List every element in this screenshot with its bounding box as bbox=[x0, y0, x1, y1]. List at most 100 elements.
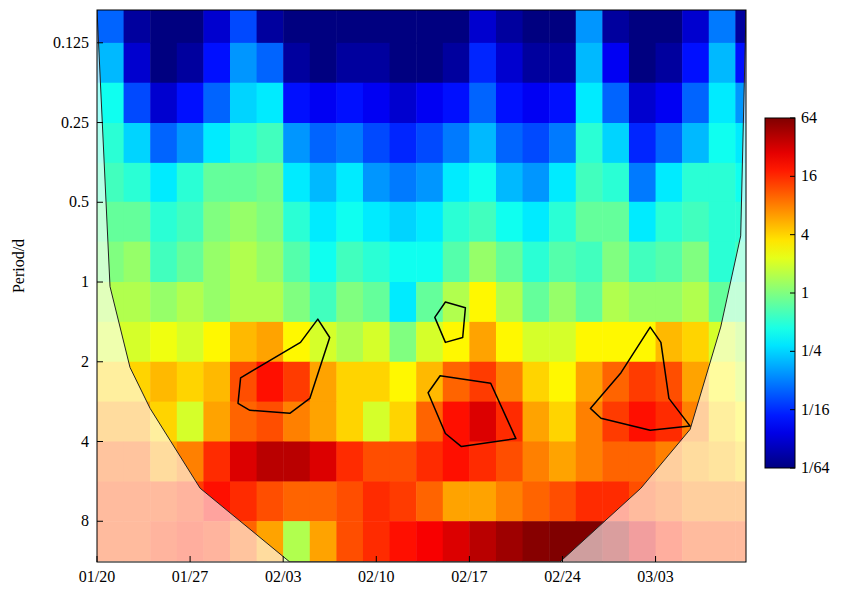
cell bbox=[310, 441, 337, 481]
cell bbox=[336, 441, 363, 481]
cell bbox=[177, 202, 204, 242]
cell bbox=[416, 402, 443, 442]
cell bbox=[257, 10, 284, 43]
cell bbox=[709, 10, 736, 43]
colorbar-tick bbox=[790, 176, 795, 177]
plot-frame bbox=[97, 10, 746, 562]
cell bbox=[629, 163, 656, 202]
cell bbox=[576, 10, 603, 43]
cell bbox=[310, 123, 337, 163]
cell bbox=[602, 202, 629, 242]
cell bbox=[257, 402, 284, 442]
cell bbox=[629, 242, 656, 283]
cell bbox=[390, 481, 417, 521]
x-tick bbox=[376, 556, 377, 562]
cell bbox=[496, 441, 523, 481]
cell bbox=[602, 83, 629, 124]
cell bbox=[336, 242, 363, 283]
cell bbox=[390, 441, 417, 481]
cell bbox=[469, 481, 496, 521]
cell bbox=[336, 282, 363, 322]
cell bbox=[682, 163, 709, 202]
cell bbox=[203, 322, 230, 362]
cell bbox=[443, 481, 470, 521]
colorbar-tick bbox=[790, 118, 795, 119]
cell bbox=[390, 362, 417, 402]
cell bbox=[496, 521, 523, 561]
x-tick-label: 02/03 bbox=[265, 568, 301, 585]
cell bbox=[150, 83, 177, 124]
cell bbox=[283, 163, 310, 202]
cell bbox=[310, 242, 337, 283]
cell bbox=[496, 322, 523, 362]
cell bbox=[443, 123, 470, 163]
colorbar-tick-label: 1 bbox=[801, 284, 809, 301]
cell bbox=[124, 202, 151, 242]
cell bbox=[283, 481, 310, 521]
x-tick-label: 02/17 bbox=[451, 568, 487, 585]
cell bbox=[390, 521, 417, 561]
cell bbox=[283, 43, 310, 83]
y-tick bbox=[97, 202, 103, 203]
cell bbox=[416, 282, 443, 322]
cell bbox=[602, 123, 629, 163]
cell bbox=[363, 123, 390, 163]
y-tick-label: 0.5 bbox=[69, 193, 89, 210]
cell bbox=[150, 123, 177, 163]
cell bbox=[310, 163, 337, 202]
cell bbox=[230, 10, 257, 43]
cell bbox=[257, 242, 284, 283]
cell bbox=[203, 282, 230, 322]
cell bbox=[363, 202, 390, 242]
cell bbox=[124, 43, 151, 83]
cell bbox=[656, 242, 683, 283]
cell bbox=[203, 242, 230, 283]
cell bbox=[523, 123, 550, 163]
cell bbox=[549, 43, 576, 83]
cell bbox=[124, 282, 151, 322]
cell bbox=[310, 202, 337, 242]
cell bbox=[602, 43, 629, 83]
cell bbox=[523, 83, 550, 124]
cell bbox=[283, 242, 310, 283]
cell bbox=[523, 202, 550, 242]
cell bbox=[283, 322, 310, 362]
cell bbox=[523, 282, 550, 322]
cell bbox=[124, 242, 151, 283]
cell bbox=[443, 242, 470, 283]
cell bbox=[177, 242, 204, 283]
cell bbox=[549, 163, 576, 202]
cell bbox=[230, 43, 257, 83]
cell bbox=[629, 202, 656, 242]
y-tick-label: 0.125 bbox=[53, 34, 89, 51]
cell bbox=[150, 282, 177, 322]
cell bbox=[150, 322, 177, 362]
cell bbox=[257, 362, 284, 402]
cell bbox=[682, 202, 709, 242]
cell bbox=[496, 83, 523, 124]
cell bbox=[549, 123, 576, 163]
cell bbox=[576, 83, 603, 124]
cell bbox=[549, 362, 576, 402]
x-tick-label: 02/10 bbox=[358, 568, 394, 585]
cell bbox=[443, 402, 470, 442]
cell bbox=[363, 242, 390, 283]
cell bbox=[150, 43, 177, 83]
cell bbox=[363, 43, 390, 83]
cell bbox=[363, 322, 390, 362]
cell bbox=[682, 282, 709, 322]
coi-shade bbox=[97, 10, 746, 562]
cell bbox=[602, 242, 629, 283]
cell bbox=[416, 83, 443, 124]
cell bbox=[629, 83, 656, 124]
cell bbox=[416, 521, 443, 561]
cell bbox=[629, 10, 656, 43]
y-tick-label: 0.25 bbox=[61, 114, 89, 131]
cell bbox=[390, 402, 417, 442]
cell bbox=[257, 123, 284, 163]
y-tick-label: 8 bbox=[81, 512, 89, 529]
cell bbox=[443, 163, 470, 202]
coi-line bbox=[97, 10, 746, 562]
cell bbox=[576, 322, 603, 362]
cell bbox=[124, 10, 151, 43]
